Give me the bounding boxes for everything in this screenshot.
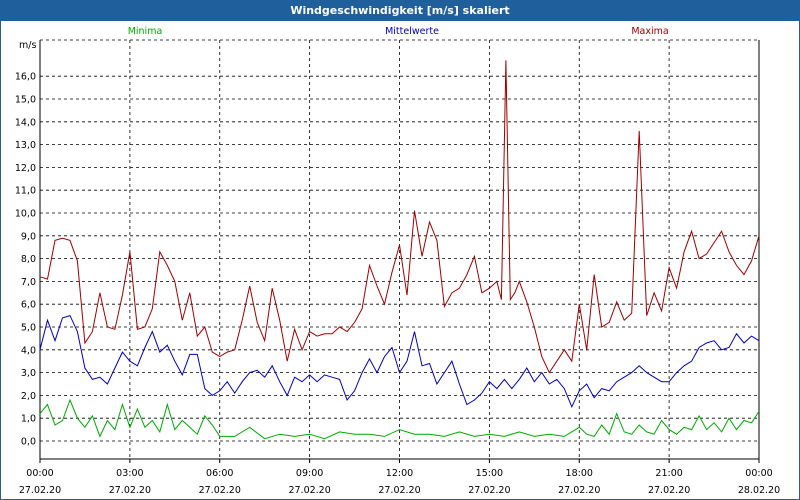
y-tick-label: 13,0 [15,140,36,151]
x-tick-time: 03:00 [116,468,143,479]
x-tick-time: 12:00 [386,468,413,479]
y-tick-label: 15,0 [15,95,36,106]
chart-title: Windgeschwindigkeit [m/s] skaliert [1,1,799,21]
y-tick-label: 8,0 [21,254,36,265]
x-tick-time: 18:00 [566,468,593,479]
y-tick-label: 4,0 [21,345,36,356]
legend-label-minima: Minima [128,26,163,37]
x-tick-time: 09:00 [296,468,323,479]
y-tick-label: 10,0 [15,209,36,220]
x-tick-date: 27.02.20 [109,485,151,496]
y-tick-label: 16,0 [15,72,36,83]
legend-label-maxima: Maxima [631,26,668,37]
x-tick-date: 27.02.20 [468,485,510,496]
y-tick-label: 14,0 [15,117,36,128]
x-tick-time: 21:00 [655,468,682,479]
series-line-mittelwerte [39,314,760,409]
y-tick-label: 11,0 [15,186,36,197]
series-line-maxima [39,60,760,374]
y-tick-label: 5,0 [21,323,36,334]
x-tick-date: 27.02.20 [288,485,330,496]
x-tick-time: 06:00 [206,468,233,479]
y-tick-label: 1,0 [21,414,36,425]
series-line-minima [39,398,760,440]
y-tick-label: 9,0 [21,231,36,242]
y-tick-label: 7,0 [21,277,36,288]
x-tick-time: 00:00 [745,468,772,479]
y-tick-label: 3,0 [21,368,36,379]
legend-label-mittelwerte: Mittelwerte [385,26,439,37]
y-tick-label: 12,0 [15,163,36,174]
x-tick-date: 28.02.20 [738,485,780,496]
x-tick-date: 27.02.20 [19,485,61,496]
x-tick-time: 15:00 [476,468,503,479]
x-tick-date: 27.02.20 [558,485,600,496]
y-tick-label: 2,0 [21,391,36,402]
x-tick-date: 27.02.20 [378,485,420,496]
y-axis-unit-label: m/s [19,40,36,51]
y-tick-label: 0,0 [21,437,36,448]
x-tick-date: 27.02.20 [648,485,690,496]
x-tick-date: 27.02.20 [199,485,241,496]
x-tick-time: 00:00 [26,468,53,479]
y-tick-label: 6,0 [21,300,36,311]
